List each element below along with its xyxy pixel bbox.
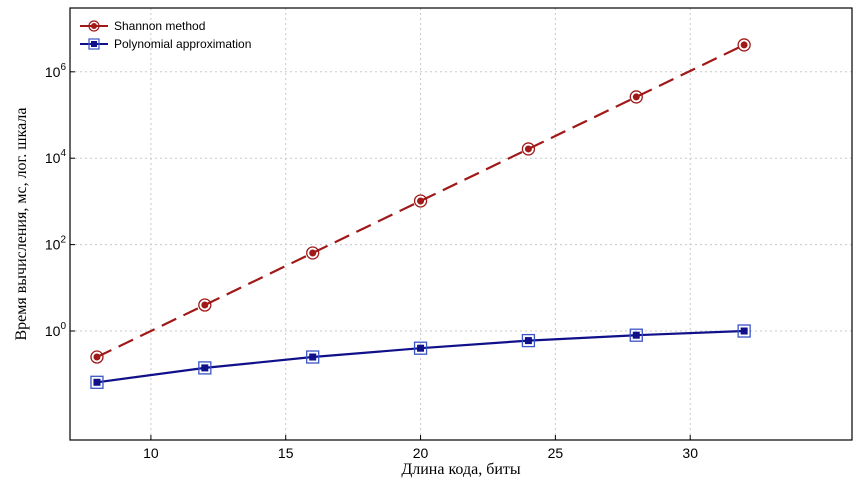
x-tick-label: 10: [143, 445, 159, 461]
legend-label: Polynomial approximation: [114, 37, 251, 51]
y-tick-label: 104: [45, 148, 67, 166]
data-point-frame: [198, 361, 212, 375]
data-point: [201, 364, 209, 372]
data-point: [740, 327, 748, 335]
x-tick-label: 25: [548, 445, 564, 461]
legend-marker: [91, 23, 97, 29]
data-point-frame: [306, 350, 320, 364]
data-point: [93, 353, 101, 361]
series-2: [90, 324, 751, 389]
legend-marker: [91, 41, 97, 47]
data-point: [309, 249, 317, 257]
data-point: [309, 353, 317, 361]
data-point-frame: [629, 328, 643, 342]
x-tick-label: 15: [278, 445, 294, 461]
y-tick-label: 100: [45, 321, 67, 339]
data-point-ring: [413, 194, 428, 208]
data-point: [740, 41, 748, 49]
legend-entry-2: Polynomial approximation: [80, 37, 251, 51]
data-point-frame: [413, 341, 428, 355]
data-point: [417, 197, 425, 205]
data-point: [201, 301, 209, 309]
y-axis-title: Время вычисления, мс, лог. шкала: [13, 108, 30, 341]
tick-layer: 10 15 20 25 30 100 102 104 106: [45, 62, 698, 461]
data-point: [93, 378, 101, 386]
legend-marker-frame: [88, 38, 100, 50]
series-1: [90, 38, 751, 364]
data-point-frame: [521, 333, 536, 348]
data-point: [524, 145, 532, 153]
series-layer: [90, 38, 751, 389]
x-tick-label: 30: [682, 445, 698, 461]
data-point-frame: [737, 324, 751, 338]
data-point-ring: [521, 142, 536, 156]
x-axis-title: Длина кода, биты: [401, 461, 521, 478]
y-tick-label: 106: [45, 62, 67, 80]
y-tick-label: 102: [45, 235, 67, 253]
data-point: [417, 344, 425, 352]
data-point-frame: [90, 375, 104, 389]
data-point: [632, 93, 640, 101]
legend: Shannon method Polynomial approximation: [80, 19, 251, 51]
data-point-ring: [90, 350, 104, 364]
data-point: [524, 337, 532, 345]
plot-frame: [69, 7, 853, 441]
data-point-ring: [737, 38, 751, 52]
legend-entry-1: Shannon method: [80, 19, 205, 33]
grid: [70, 8, 852, 440]
legend-label: Shannon method: [114, 19, 205, 33]
x-tick-label: 20: [413, 445, 429, 461]
data-point-ring: [306, 246, 320, 260]
data-point: [632, 331, 640, 339]
data-point-ring: [629, 90, 643, 104]
legend-marker-ring: [88, 20, 100, 32]
data-point-ring: [198, 298, 212, 312]
